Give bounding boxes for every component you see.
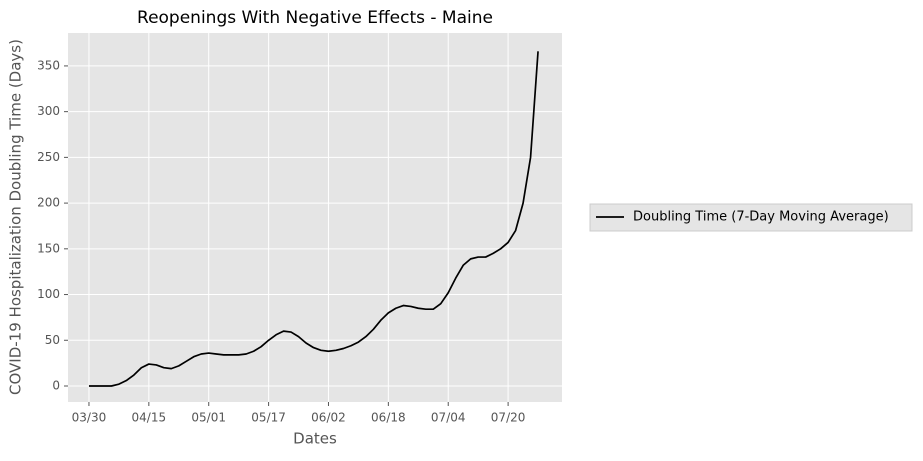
y-tick-label: 300 xyxy=(37,104,60,118)
legend-box xyxy=(589,203,913,232)
x-tick-label: 05/01 xyxy=(191,411,226,425)
y-tick-label: 250 xyxy=(37,150,60,164)
x-tick-label: 04/15 xyxy=(132,411,167,425)
x-tick-label: 05/17 xyxy=(251,411,286,425)
y-tick-label: 350 xyxy=(37,58,60,72)
x-tick-label: 06/02 xyxy=(311,411,346,425)
plot-area xyxy=(68,33,562,402)
x-axis-label: Dates xyxy=(293,430,337,448)
x-tick-label: 07/20 xyxy=(491,411,526,425)
y-axis-label: COVID-19 Hospitalization Doubling Time (… xyxy=(7,39,25,395)
y-tick-label: 50 xyxy=(45,333,60,347)
x-tick-label: 06/18 xyxy=(371,411,406,425)
legend: Doubling Time (7-Day Moving Average) xyxy=(589,203,913,232)
y-tick-label: 200 xyxy=(37,196,60,210)
y-tick-label: 150 xyxy=(37,241,60,255)
x-tick-label: 03/30 xyxy=(72,411,107,425)
chart-title: Reopenings With Negative Effects - Maine xyxy=(137,8,493,28)
y-tick-label: 0 xyxy=(52,378,60,392)
y-tick-label: 100 xyxy=(37,287,60,301)
legend-label: Doubling Time (7-Day Moving Average) xyxy=(633,210,889,225)
data-line xyxy=(88,51,539,387)
x-tick-label: 07/04 xyxy=(431,411,466,425)
